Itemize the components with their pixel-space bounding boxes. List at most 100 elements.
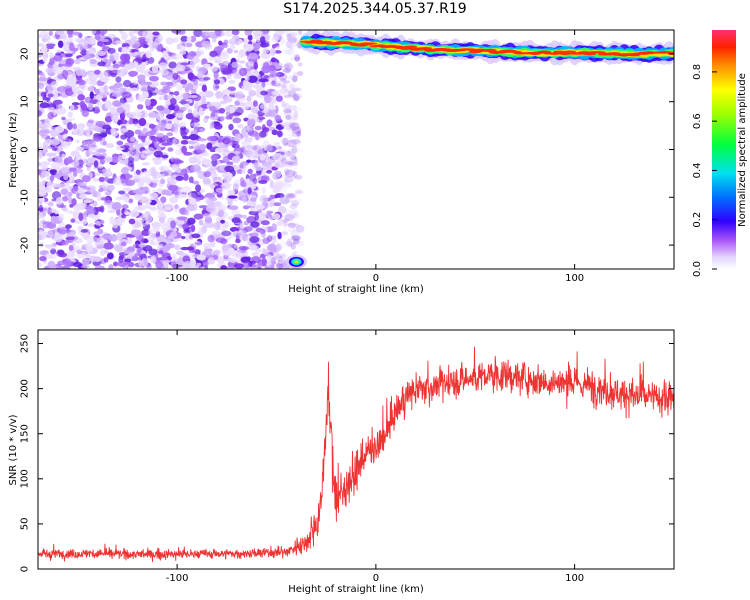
noise-blob bbox=[201, 40, 212, 48]
noise-blob bbox=[58, 229, 67, 235]
noise-blob bbox=[203, 90, 214, 98]
noise-blob bbox=[46, 181, 53, 189]
noise-blob bbox=[124, 211, 131, 216]
noise-blob bbox=[285, 40, 293, 49]
noise-blob bbox=[134, 195, 142, 201]
noise-blob bbox=[249, 197, 257, 202]
noise-blob bbox=[67, 196, 73, 204]
noise-blob bbox=[141, 229, 151, 237]
signal-band-segment bbox=[463, 48, 477, 51]
noise-blob bbox=[149, 75, 159, 82]
noise-blob bbox=[285, 49, 294, 55]
noise-blob bbox=[163, 52, 169, 60]
noise-blob bbox=[104, 102, 113, 110]
noise-blob bbox=[38, 110, 43, 117]
noise-blob bbox=[184, 102, 190, 110]
noise-blob bbox=[250, 221, 260, 228]
noise-blob bbox=[252, 42, 261, 50]
noise-blob bbox=[241, 169, 246, 174]
noise-blob bbox=[106, 252, 114, 260]
noise-blob bbox=[214, 147, 224, 153]
noise-blob bbox=[189, 260, 196, 267]
noise-blob bbox=[187, 72, 194, 81]
noise-blob bbox=[224, 165, 235, 172]
noise-blob bbox=[290, 154, 296, 160]
noise-blob bbox=[203, 171, 211, 178]
noise-blob bbox=[281, 90, 289, 96]
noise-blob bbox=[295, 240, 305, 247]
noise-blob bbox=[77, 79, 86, 86]
noise-blob bbox=[250, 256, 261, 264]
noise-blob bbox=[204, 115, 210, 120]
noise-blob bbox=[292, 194, 297, 199]
noise-blob bbox=[133, 51, 141, 56]
noise-blob bbox=[186, 43, 193, 48]
noise-blob bbox=[93, 160, 99, 168]
noise-blob bbox=[74, 220, 83, 224]
noise-blob bbox=[61, 69, 69, 79]
noise-blob bbox=[180, 140, 189, 145]
noise-blob bbox=[120, 241, 127, 247]
noise-blob bbox=[149, 207, 158, 211]
noise-blob bbox=[289, 85, 300, 93]
noise-blob bbox=[186, 36, 192, 42]
noise-blob bbox=[291, 160, 299, 165]
noise-blob bbox=[261, 220, 270, 226]
noise-blob bbox=[288, 50, 297, 57]
noise-blob bbox=[194, 241, 203, 246]
noise-blob bbox=[38, 182, 44, 186]
noise-blob bbox=[97, 228, 104, 235]
noise-blob bbox=[81, 175, 91, 183]
noise-blob bbox=[253, 84, 263, 90]
noise-blob bbox=[99, 249, 106, 257]
noise-blob bbox=[120, 167, 129, 175]
noise-blob bbox=[287, 228, 298, 233]
noise-blob bbox=[46, 174, 51, 181]
noise-blob bbox=[221, 244, 229, 252]
noise-blob bbox=[62, 206, 68, 212]
noise-blob bbox=[252, 35, 263, 40]
noise-blob bbox=[46, 244, 57, 250]
noise-blob bbox=[244, 30, 252, 36]
noise-blob bbox=[39, 85, 44, 90]
noise-blob bbox=[190, 35, 197, 43]
noise-blob bbox=[220, 219, 225, 224]
noise-blob bbox=[186, 246, 195, 251]
noise-blob bbox=[132, 119, 139, 125]
noise-blob bbox=[62, 258, 72, 267]
noise-blob bbox=[137, 39, 148, 45]
spectrogram-heatmap bbox=[38, 30, 674, 269]
noise-blob bbox=[242, 195, 247, 203]
noise-blob bbox=[188, 133, 199, 141]
noise-blob bbox=[287, 222, 297, 227]
noise-blob bbox=[65, 57, 75, 66]
noise-blob bbox=[285, 107, 293, 114]
noise-blob bbox=[207, 234, 215, 243]
noise-blob bbox=[137, 104, 144, 110]
noise-blob bbox=[289, 163, 299, 170]
noise-blob bbox=[197, 111, 205, 116]
noise-blob bbox=[280, 100, 286, 104]
noise-blob bbox=[287, 137, 295, 144]
noise-blob bbox=[294, 54, 301, 62]
noise-blob bbox=[286, 37, 295, 46]
noise-blob bbox=[148, 112, 159, 118]
noise-blob bbox=[231, 143, 236, 148]
noise-blob bbox=[290, 230, 300, 238]
noise-blob bbox=[84, 96, 92, 104]
noise-blob bbox=[237, 232, 243, 237]
noise-blob bbox=[202, 178, 212, 185]
noise-blob bbox=[137, 181, 145, 189]
noise-blob bbox=[91, 74, 98, 82]
noise-blob bbox=[72, 123, 77, 130]
noise-blob bbox=[267, 215, 275, 221]
colorbar-label: Normalized spectral amplitude bbox=[737, 73, 748, 227]
noise-blob bbox=[292, 241, 302, 245]
noise-blob bbox=[282, 161, 290, 167]
noise-blob bbox=[42, 221, 52, 225]
noise-blob bbox=[140, 110, 146, 118]
noise-blob bbox=[105, 143, 115, 149]
noise-blob bbox=[121, 91, 132, 99]
noise-blob bbox=[165, 37, 175, 45]
